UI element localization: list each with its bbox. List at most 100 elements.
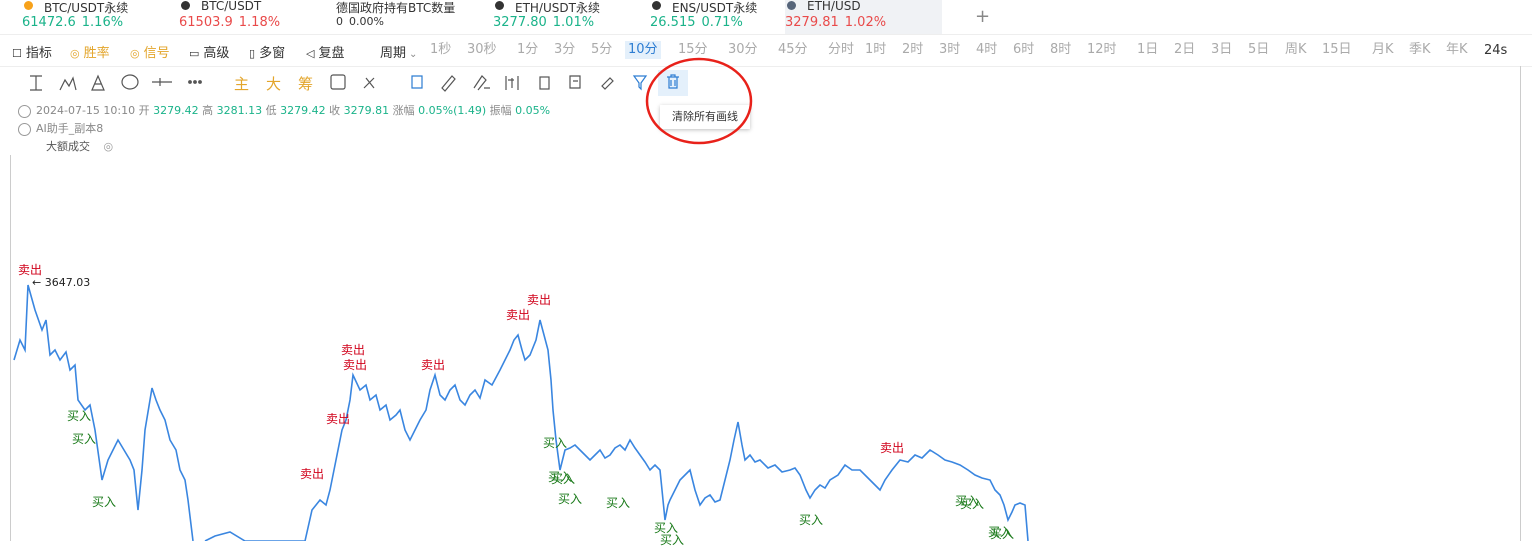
tab-icon — [24, 1, 33, 10]
label: 周期 — [380, 46, 407, 61]
buy-signal: 买入 — [72, 432, 97, 446]
interval[interactable]: 15分 — [678, 42, 708, 57]
interval[interactable]: 45分 — [778, 42, 808, 57]
divider — [0, 34, 1532, 35]
interval[interactable]: 2日 — [1174, 42, 1196, 57]
label: 复盘 — [318, 46, 345, 61]
tab[interactable]: BTC/USDT永续 61472.6 1.16% — [22, 0, 177, 34]
interval[interactable]: 周K — [1285, 42, 1307, 57]
tab-price-row: 61503.9 1.18% — [179, 15, 280, 30]
value: 0.05% — [515, 104, 551, 117]
tab-symbol: 德国政府持有BTC数量 — [336, 1, 456, 15]
interval[interactable]: 5日 — [1248, 42, 1270, 57]
buy-signal: 买入 — [799, 513, 824, 527]
toolbar-item[interactable]: ▭ 高级 — [189, 42, 229, 61]
buy-signal: 买入 — [548, 470, 573, 484]
sell-signal: 卖出 — [300, 467, 325, 481]
tab[interactable]: BTC/USDT 61503.9 1.18% — [179, 0, 334, 34]
tab-change: 1.18% — [238, 15, 281, 30]
tab-price: 26.515 — [650, 15, 696, 30]
interval[interactable]: 2时 — [902, 42, 924, 57]
toolbar-item[interactable]: 周期 ⌄ — [380, 42, 417, 61]
tab-price-row: 3277.80 1.01% — [493, 15, 594, 30]
buy-signal: 买入 — [988, 525, 1013, 539]
label: 高级 — [203, 46, 230, 61]
toolbar-item[interactable]: ☐ 指标 — [12, 42, 52, 61]
label: 涨幅 — [392, 104, 415, 117]
buy-signal: 买入 — [654, 521, 679, 535]
tab-price: 0 — [336, 15, 343, 28]
toolbar-item[interactable]: ◎ 胜率 — [70, 42, 110, 61]
tool-label[interactable]: 大 — [266, 75, 282, 93]
tool-label[interactable]: 主 — [234, 75, 250, 93]
interval[interactable]: 1时 — [865, 42, 887, 57]
interval[interactable]: 4时 — [976, 42, 998, 57]
indicator-name: AI助手_副本8 — [36, 122, 104, 135]
interval[interactable]: 3时 — [939, 42, 961, 57]
interval[interactable]: 年K — [1446, 42, 1468, 57]
interval[interactable]: 12时 — [1087, 42, 1117, 57]
buy-signal: 买入 — [606, 496, 631, 510]
buy-signal: 买入 — [551, 472, 576, 486]
interval[interactable]: 1分 — [517, 42, 539, 57]
tab-symbol: ETH/USD — [807, 0, 861, 13]
tab-price: 61472.6 — [22, 15, 76, 30]
interval[interactable]: 3分 — [554, 42, 576, 57]
tab-change: 0.71% — [701, 15, 743, 30]
toolbar-item[interactable]: ◎ 信号 — [130, 42, 170, 61]
tab-icon — [495, 1, 504, 10]
indicator-name: 大额成交 — [46, 140, 90, 153]
label: 开 — [138, 104, 150, 117]
tab-icon — [652, 1, 661, 10]
sell-signal: 卖出 — [18, 263, 43, 277]
left-border — [10, 155, 11, 541]
interval[interactable]: 15日 — [1322, 42, 1352, 57]
interval[interactable]: 5分 — [591, 42, 613, 57]
sell-signal: 卖出 — [506, 308, 531, 322]
indicator: AI助手_副本8 — [18, 120, 103, 136]
buy-signal: 买入 — [660, 533, 685, 547]
tab-price-row: 3279.81 1.02% — [785, 15, 886, 30]
tab[interactable]: 德国政府持有BTC数量 0 0.00% — [336, 0, 491, 34]
sell-signal: 卖出 — [343, 358, 368, 372]
interval[interactable]: 6时 — [1013, 42, 1035, 57]
sell-signal: 卖出 — [880, 441, 905, 455]
toolbar-item[interactable]: ◁ 复盘 — [306, 42, 344, 61]
tab-change: 1.01% — [552, 15, 595, 30]
tab-change: 0.00% — [349, 15, 384, 28]
time: 2024-07-15 10:10 — [36, 104, 136, 117]
tab[interactable]: ENS/USDT永续 26.515 0.71% — [650, 0, 805, 34]
tab-symbol: ETH/USDT永续 — [515, 1, 600, 15]
sell-signal: 卖出 — [527, 293, 552, 307]
tool-label[interactable]: 筹 — [298, 75, 314, 93]
price-line — [204, 319, 1029, 541]
divider — [0, 66, 1532, 67]
tab-symbol: BTC/USDT永续 — [44, 1, 129, 15]
tab-icon — [787, 1, 796, 10]
interval[interactable]: 分时 — [828, 42, 855, 57]
tab[interactable]: ETH/USDT永续 3277.80 1.01% — [493, 0, 648, 34]
icon: ◎ — [70, 47, 80, 60]
interval[interactable]: 30分 — [728, 42, 758, 57]
tab-icon — [181, 1, 190, 10]
toolbar-item[interactable]: ▯ 多窗 — [249, 42, 285, 61]
interval[interactable]: 1日 — [1137, 42, 1159, 57]
interval[interactable]: 8时 — [1050, 42, 1072, 57]
tab-price-row: 61472.6 1.16% — [22, 15, 123, 30]
interval[interactable]: 30秒 — [467, 42, 497, 57]
interval[interactable]: 1秒 — [430, 42, 452, 57]
interval[interactable]: 3日 — [1211, 42, 1233, 57]
interval[interactable]: 月K — [1372, 42, 1394, 57]
value: 3279.42 — [280, 104, 326, 117]
buy-signal: 买入 — [955, 494, 980, 508]
label: 信号 — [143, 46, 170, 61]
interval[interactable]: 10分 — [625, 41, 661, 59]
tab[interactable]: ETH/USD 3279.81 1.02% — [785, 0, 942, 34]
icon: ☐ — [12, 47, 22, 60]
interval[interactable]: 季K — [1409, 42, 1431, 57]
add-tab[interactable]: + — [975, 6, 991, 27]
tab-price-row: 26.515 0.71% — [650, 15, 743, 30]
tab-price: 3279.81 — [785, 15, 839, 30]
buy-signal: 买入 — [92, 495, 117, 509]
icon: ◁ — [306, 47, 315, 60]
